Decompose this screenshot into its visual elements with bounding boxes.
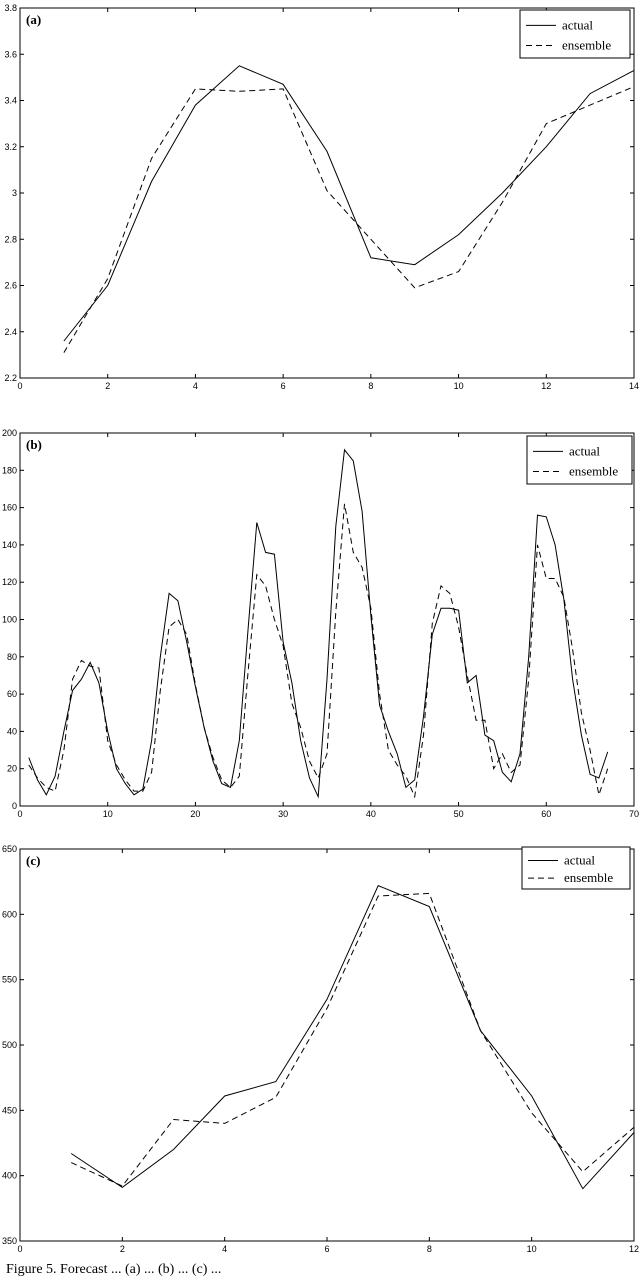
y-tick-label: 140 — [2, 540, 17, 550]
y-tick-label: 200 — [2, 428, 17, 438]
x-tick-label: 2 — [105, 381, 110, 391]
series-line-ensemble — [63, 86, 635, 353]
y-tick-label: 650 — [2, 844, 17, 854]
y-tick-label: 40 — [7, 726, 17, 736]
legend-label-actual: actual — [562, 17, 593, 32]
y-tick-label: 3.4 — [4, 96, 17, 106]
y-tick-label: 2.6 — [4, 281, 17, 291]
y-tick-label: 100 — [2, 615, 17, 625]
x-tick-label: 12 — [541, 381, 551, 391]
y-tick-label: 20 — [7, 764, 17, 774]
panel-label: (a) — [26, 12, 41, 27]
series-line-ensemble — [28, 503, 609, 799]
x-tick-label: 0 — [17, 381, 22, 391]
legend-label-ensemble: ensemble — [564, 870, 613, 885]
chart-panel-c: 0 2 4 6 8 10 12 350 400 450 500 550 600 650 (c) actual e… — [2, 844, 639, 1254]
y-tick-label: 2.2 — [4, 373, 17, 383]
legend-box — [521, 846, 631, 890]
y-tick-label: 3.2 — [4, 142, 17, 152]
y-tick-label: 550 — [2, 975, 17, 985]
legend-label-ensemble: ensemble — [569, 464, 618, 479]
y-tick-label: 450 — [2, 1105, 17, 1115]
x-tick-label: 0 — [17, 809, 22, 819]
plot-frame — [19, 848, 635, 1242]
x-tick-label: 8 — [427, 1244, 432, 1254]
y-tick-label: 3 — [12, 188, 17, 198]
series-line-actual — [28, 448, 609, 799]
x-tick-label: 40 — [366, 809, 376, 819]
x-tick-label: 8 — [368, 381, 373, 391]
x-tick-label: 6 — [281, 381, 286, 391]
y-tick-label: 600 — [2, 909, 17, 919]
y-tick-label: 60 — [7, 689, 17, 699]
x-tick-label: 20 — [190, 809, 200, 819]
y-tick-label: 0 — [12, 801, 17, 811]
x-tick-label: 70 — [629, 809, 639, 819]
y-tick-label: 400 — [2, 1171, 17, 1181]
series-line-actual — [63, 65, 635, 342]
x-tick-label: 2 — [120, 1244, 125, 1254]
x-tick-label: 0 — [17, 1244, 22, 1254]
y-tick-label: 160 — [2, 503, 17, 513]
figure-caption: Figure 5. Forecast ... (a) ... (b) ... (… — [6, 1262, 222, 1277]
chart-panel-a: 0 2 4 6 8 10 12 14 2.2 2.4 2.6 2.8 3 3.2 3.4 3.6 3.8 (a) a… — [4, 3, 639, 391]
plot-frame — [19, 7, 635, 379]
panel-label: (b) — [26, 437, 42, 452]
legend-label-actual: actual — [569, 443, 600, 458]
x-tick-label: 50 — [454, 809, 464, 819]
chart-panel-b: 0 10 20 30 40 50 60 70 0 20 40 60 80 100 120 140 160 180 2… — [2, 428, 639, 819]
y-tick-label: 3.6 — [4, 49, 17, 59]
y-tick-label: 180 — [2, 465, 17, 475]
x-tick-label: 60 — [541, 809, 551, 819]
legend-box — [526, 435, 633, 485]
x-tick-label: 30 — [278, 809, 288, 819]
y-tick-label: 350 — [2, 1236, 17, 1246]
y-tick-label: 3.8 — [4, 3, 17, 13]
x-tick-label: 10 — [527, 1244, 537, 1254]
y-tick-label: 2.8 — [4, 234, 17, 244]
x-tick-label: 12 — [629, 1244, 639, 1254]
y-tick-label: 80 — [7, 652, 17, 662]
x-tick-label: 4 — [193, 381, 198, 391]
legend-label-actual: actual — [564, 852, 595, 867]
series-line-actual — [70, 884, 635, 1190]
x-tick-label: 10 — [103, 809, 113, 819]
x-tick-label: 10 — [454, 381, 464, 391]
x-tick-label: 6 — [324, 1244, 329, 1254]
series-line-ensemble — [70, 892, 635, 1187]
y-tick-label: 500 — [2, 1040, 17, 1050]
y-tick-label: 2.4 — [4, 327, 17, 337]
legend-label-ensemble: ensemble — [562, 38, 611, 53]
x-tick-label: 14 — [629, 381, 639, 391]
y-tick-label: 120 — [2, 577, 17, 587]
legend-box — [519, 9, 631, 59]
x-tick-label: 4 — [222, 1244, 227, 1254]
panel-label: (c) — [26, 853, 40, 868]
